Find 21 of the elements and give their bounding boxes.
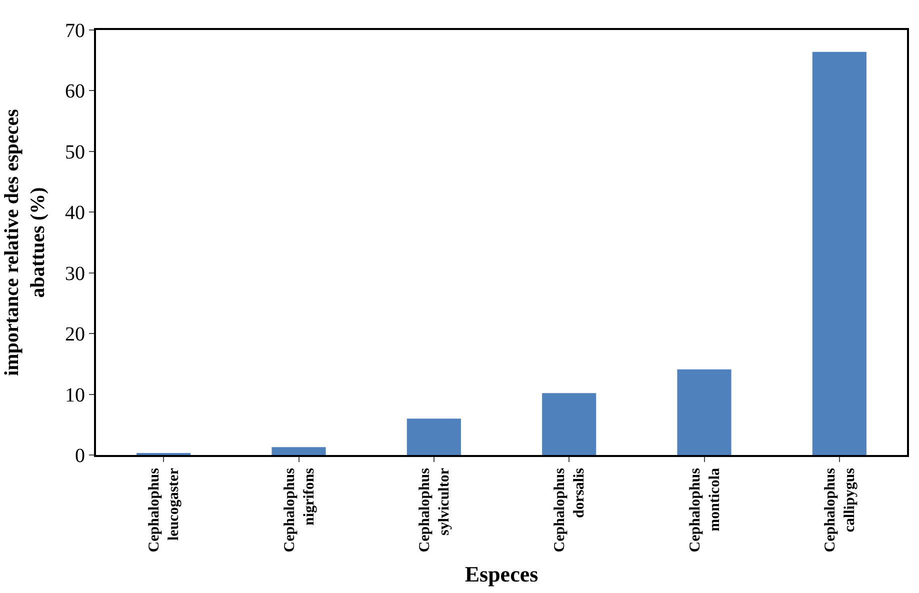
y-tick-label: 10 — [65, 384, 85, 406]
y-tick-label: 40 — [65, 202, 85, 224]
x-tick-label: Cephalophus nigrifons — [282, 468, 318, 552]
x-tick-label: Cephalophus leucogaster — [146, 468, 182, 552]
y-tick-label: 60 — [65, 80, 85, 103]
bar — [677, 369, 732, 455]
bar — [272, 447, 326, 455]
y-tick-label: 20 — [65, 324, 85, 346]
x-tick-label: Cephalophus dorsalis — [552, 468, 588, 552]
bar — [542, 393, 596, 455]
x-tick-label: Cephalophus monticola — [687, 468, 723, 552]
x-axis-title: Especes — [464, 562, 539, 587]
y-tick-label: 30 — [65, 262, 85, 285]
bar — [406, 418, 461, 455]
bar — [812, 52, 866, 455]
x-tick-label: Cephalophus sylvicultor — [417, 468, 453, 552]
y-tick-label: 0 — [75, 445, 85, 467]
y-tick-label: 50 — [65, 141, 85, 164]
x-tick-label: Cephalophus callipygus — [822, 468, 858, 552]
y-tick-label: 70 — [65, 20, 85, 42]
y-axis-title: importance relative des especes abattues (%) — [1, 108, 49, 376]
